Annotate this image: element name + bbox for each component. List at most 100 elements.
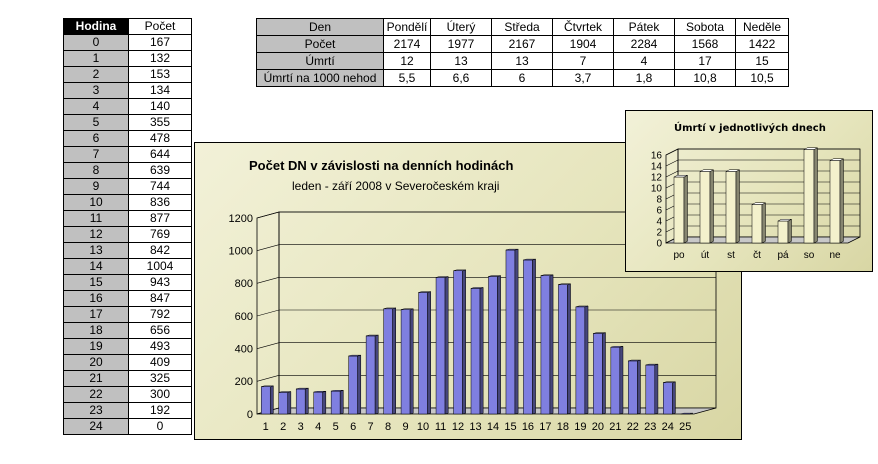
value-cell[interactable]: 2284: [613, 35, 675, 53]
hour-cell[interactable]: 3: [63, 82, 129, 99]
value-cell[interactable]: 13: [491, 52, 553, 70]
small-bar[interactable]: [725, 169, 740, 244]
hour-cell[interactable]: 15: [63, 274, 129, 291]
count-cell[interactable]: 836: [128, 194, 192, 211]
day-header-cell[interactable]: Čtvrtek: [552, 18, 614, 36]
main-bar[interactable]: [680, 412, 693, 415]
hour-cell[interactable]: 0: [63, 34, 129, 51]
count-cell[interactable]: 0: [128, 418, 192, 435]
count-cell[interactable]: 409: [128, 354, 192, 371]
main-bar[interactable]: [663, 381, 676, 415]
value-cell[interactable]: 3,7: [552, 69, 614, 87]
count-cell[interactable]: 943: [128, 274, 192, 291]
value-cell[interactable]: 10,8: [674, 69, 736, 87]
count-cell[interactable]: 300: [128, 386, 192, 403]
day-header-cell[interactable]: Pátek: [613, 18, 675, 36]
value-cell[interactable]: 2174: [383, 35, 431, 53]
count-cell[interactable]: 167: [128, 34, 192, 51]
day-header-cell[interactable]: Středa: [491, 18, 553, 36]
value-cell[interactable]: 6: [491, 69, 553, 87]
hour-cell[interactable]: 17: [63, 306, 129, 323]
count-cell[interactable]: 769: [128, 226, 192, 243]
hour-cell[interactable]: 11: [63, 210, 129, 227]
value-cell[interactable]: 2167: [491, 35, 553, 53]
hour-cell[interactable]: 1: [63, 50, 129, 67]
count-cell[interactable]: 493: [128, 338, 192, 355]
main-bar[interactable]: [418, 291, 431, 415]
value-cell[interactable]: 6,6: [430, 69, 492, 87]
value-cell[interactable]: 1568: [674, 35, 736, 53]
main-bar[interactable]: [540, 274, 554, 415]
count-cell[interactable]: 792: [128, 306, 192, 323]
main-bar[interactable]: [365, 334, 379, 415]
main-bar[interactable]: [260, 385, 274, 415]
hour-cell[interactable]: 14: [63, 258, 129, 275]
row-label-cell[interactable]: Úmrtí na 1000 nehod: [256, 69, 384, 87]
main-bar[interactable]: [435, 276, 449, 415]
main-bar[interactable]: [645, 363, 659, 415]
main-bar[interactable]: [593, 332, 606, 415]
count-cell[interactable]: 192: [128, 402, 192, 419]
hour-cell[interactable]: 13: [63, 242, 129, 259]
hour-cell[interactable]: 10: [63, 194, 129, 211]
hour-cell[interactable]: 20: [63, 354, 129, 371]
count-cell[interactable]: 842: [128, 242, 192, 259]
small-bar[interactable]: [829, 158, 844, 244]
value-cell[interactable]: 5,5: [383, 69, 431, 87]
hours-header-hour[interactable]: Hodina: [63, 18, 129, 35]
main-bar[interactable]: [348, 354, 362, 415]
hour-cell[interactable]: 12: [63, 226, 129, 243]
main-bar[interactable]: [505, 248, 519, 415]
main-bar[interactable]: [295, 387, 309, 415]
main-bar[interactable]: [313, 390, 327, 415]
hour-cell[interactable]: 7: [63, 146, 129, 163]
hour-cell[interactable]: 5: [63, 114, 129, 131]
main-bar[interactable]: [330, 389, 344, 415]
value-cell[interactable]: 7: [552, 52, 614, 70]
value-cell[interactable]: 12: [383, 52, 431, 70]
main-bar[interactable]: [575, 305, 589, 415]
main-bar[interactable]: [383, 307, 396, 415]
main-bar[interactable]: [488, 275, 501, 415]
count-cell[interactable]: 132: [128, 50, 192, 67]
small-bar[interactable]: [777, 218, 792, 244]
count-cell[interactable]: 639: [128, 162, 192, 179]
hour-cell[interactable]: 2: [63, 66, 129, 83]
count-cell[interactable]: 1004: [128, 258, 192, 275]
row-label-cell[interactable]: Úmrtí: [256, 52, 384, 70]
count-cell[interactable]: 656: [128, 322, 192, 339]
value-cell[interactable]: 1422: [735, 35, 789, 53]
value-cell[interactable]: 1,8: [613, 69, 675, 87]
value-cell[interactable]: 4: [613, 52, 675, 70]
hour-cell[interactable]: 6: [63, 130, 129, 147]
hour-cell[interactable]: 18: [63, 322, 129, 339]
count-cell[interactable]: 478: [128, 130, 192, 147]
small-bar[interactable]: [751, 202, 766, 244]
count-cell[interactable]: 877: [128, 210, 192, 227]
main-bar[interactable]: [453, 269, 466, 415]
value-cell[interactable]: 17: [674, 52, 736, 70]
count-cell[interactable]: 744: [128, 178, 192, 195]
hour-cell[interactable]: 8: [63, 162, 129, 179]
day-header-cell[interactable]: Pondělí: [383, 18, 431, 36]
count-cell[interactable]: 153: [128, 66, 192, 83]
hour-cell[interactable]: 23: [63, 402, 129, 419]
value-cell[interactable]: 10,5: [735, 69, 789, 87]
value-cell[interactable]: 13: [430, 52, 492, 70]
value-cell[interactable]: 1904: [552, 35, 614, 53]
main-bar[interactable]: [400, 308, 414, 415]
count-cell[interactable]: 644: [128, 146, 192, 163]
count-cell[interactable]: 140: [128, 98, 192, 115]
main-bar[interactable]: [628, 359, 641, 415]
main-bar[interactable]: [558, 283, 571, 415]
hour-cell[interactable]: 22: [63, 386, 129, 403]
main-bar[interactable]: [278, 391, 292, 415]
count-cell[interactable]: 847: [128, 290, 192, 307]
days-header-label[interactable]: Den: [256, 18, 384, 36]
hour-cell[interactable]: 19: [63, 338, 129, 355]
small-bar[interactable]: [803, 147, 818, 244]
hours-header-count[interactable]: Počet: [128, 18, 192, 35]
hour-cell[interactable]: 21: [63, 370, 129, 387]
day-header-cell[interactable]: Sobota: [674, 18, 736, 36]
main-bar[interactable]: [523, 258, 536, 415]
